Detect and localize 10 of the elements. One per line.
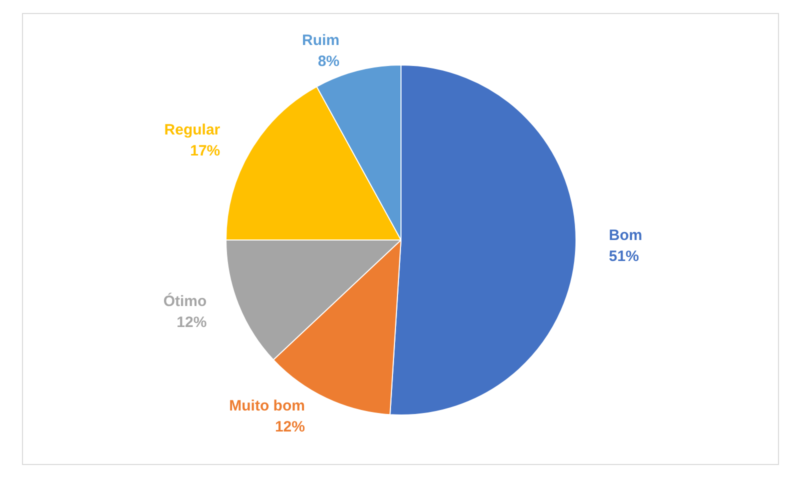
slice-label: Regular [164, 122, 220, 139]
slice-label: Ruim [302, 32, 340, 50]
data-label: 12% [274, 418, 305, 436]
slice-label: Ótimo [163, 292, 207, 310]
slice-label: Bom [608, 227, 642, 244]
data-label: 12% [176, 314, 207, 331]
data-label: 8% [318, 53, 340, 70]
data-label: 51% [608, 248, 639, 266]
slice-label: Muito bom [229, 397, 305, 414]
data-label: 17% [190, 142, 220, 160]
